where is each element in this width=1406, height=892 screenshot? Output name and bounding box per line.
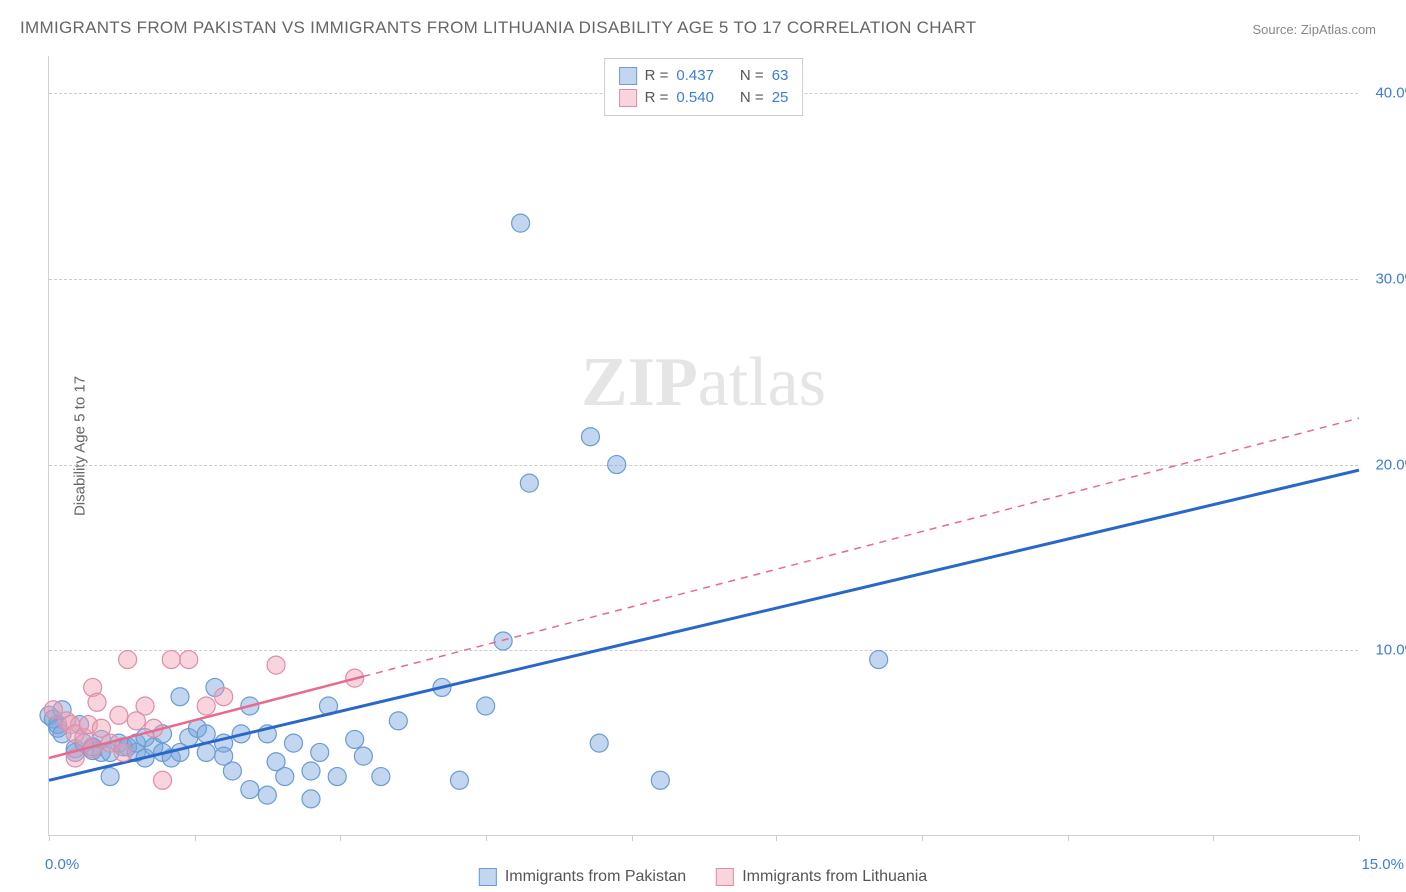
legend-label: Immigrants from Pakistan	[505, 868, 686, 886]
plot-area: ZIPatlas R = 0.437 N = 63 R = 0.540 N = …	[48, 56, 1358, 836]
scatter-point	[608, 456, 626, 474]
scatter-point	[450, 771, 468, 789]
scatter-point	[328, 768, 346, 786]
y-tick-label: 30.0%	[1363, 270, 1406, 287]
legend-r-value-1: 0.540	[676, 87, 714, 109]
x-tick	[776, 835, 777, 841]
scatter-point	[114, 743, 132, 761]
y-tick-label: 20.0%	[1363, 456, 1406, 473]
scatter-point	[88, 693, 106, 711]
legend-item-pakistan: Immigrants from Pakistan	[479, 868, 686, 886]
x-tick	[922, 835, 923, 841]
x-tick-label: 0.0%	[45, 856, 79, 873]
scatter-point	[285, 734, 303, 752]
scatter-point	[311, 743, 329, 761]
scatter-point	[302, 762, 320, 780]
regression-line-solid	[49, 470, 1359, 780]
legend-r-label: R =	[645, 87, 669, 109]
scatter-point	[520, 474, 538, 492]
chart-title: IMMIGRANTS FROM PAKISTAN VS IMMIGRANTS F…	[20, 18, 976, 38]
scatter-point	[258, 786, 276, 804]
x-tick	[49, 835, 50, 841]
scatter-point	[136, 697, 154, 715]
scatter-point	[651, 771, 669, 789]
x-tick	[340, 835, 341, 841]
legend-label: Immigrants from Lithuania	[742, 868, 927, 886]
scatter-point	[110, 706, 128, 724]
x-tick	[1359, 835, 1360, 841]
scatter-point	[215, 688, 233, 706]
scatter-point	[276, 768, 294, 786]
scatter-point	[354, 747, 372, 765]
source-attribution: Source: ZipAtlas.com	[1252, 22, 1376, 37]
scatter-point	[870, 651, 888, 669]
legend-n-value-1: 25	[772, 87, 789, 109]
legend-swatch-pakistan	[479, 868, 497, 886]
scatter-point	[477, 697, 495, 715]
x-tick-label: 15.0%	[1361, 856, 1404, 873]
y-tick-label: 40.0%	[1363, 85, 1406, 102]
x-tick	[486, 835, 487, 841]
legend-swatch-lithuania	[716, 868, 734, 886]
legend-n-label: N =	[740, 65, 764, 87]
scatter-point	[197, 743, 215, 761]
legend-swatch-lithuania	[619, 89, 637, 107]
x-tick	[195, 835, 196, 841]
regression-line-dashed	[363, 418, 1359, 676]
legend-r-label: R =	[645, 65, 669, 87]
scatter-point	[512, 214, 530, 232]
scatter-point	[223, 762, 241, 780]
scatter-point	[101, 768, 119, 786]
scatter-point	[162, 651, 180, 669]
legend-stats-row-1: R = 0.437 N = 63	[619, 65, 789, 87]
legend-item-lithuania: Immigrants from Lithuania	[716, 868, 927, 886]
legend-series: Immigrants from Pakistan Immigrants from…	[479, 868, 927, 886]
legend-stats: R = 0.437 N = 63 R = 0.540 N = 25	[604, 58, 804, 116]
legend-swatch-pakistan	[619, 67, 637, 85]
scatter-point	[119, 651, 137, 669]
legend-n-label: N =	[740, 87, 764, 109]
scatter-point	[267, 656, 285, 674]
scatter-point	[197, 697, 215, 715]
scatter-point	[241, 781, 259, 799]
plot-svg	[49, 56, 1358, 835]
x-tick	[1213, 835, 1214, 841]
scatter-point	[372, 768, 390, 786]
scatter-point	[346, 730, 364, 748]
y-tick-label: 10.0%	[1363, 642, 1406, 659]
scatter-point	[581, 428, 599, 446]
x-tick	[632, 835, 633, 841]
legend-stats-row-2: R = 0.540 N = 25	[619, 87, 789, 109]
legend-n-value-0: 63	[772, 65, 789, 87]
scatter-point	[389, 712, 407, 730]
scatter-point	[154, 771, 172, 789]
scatter-point	[302, 790, 320, 808]
scatter-point	[180, 651, 198, 669]
scatter-point	[494, 632, 512, 650]
scatter-point	[171, 688, 189, 706]
legend-r-value-0: 0.437	[676, 65, 714, 87]
scatter-point	[590, 734, 608, 752]
x-tick	[1068, 835, 1069, 841]
